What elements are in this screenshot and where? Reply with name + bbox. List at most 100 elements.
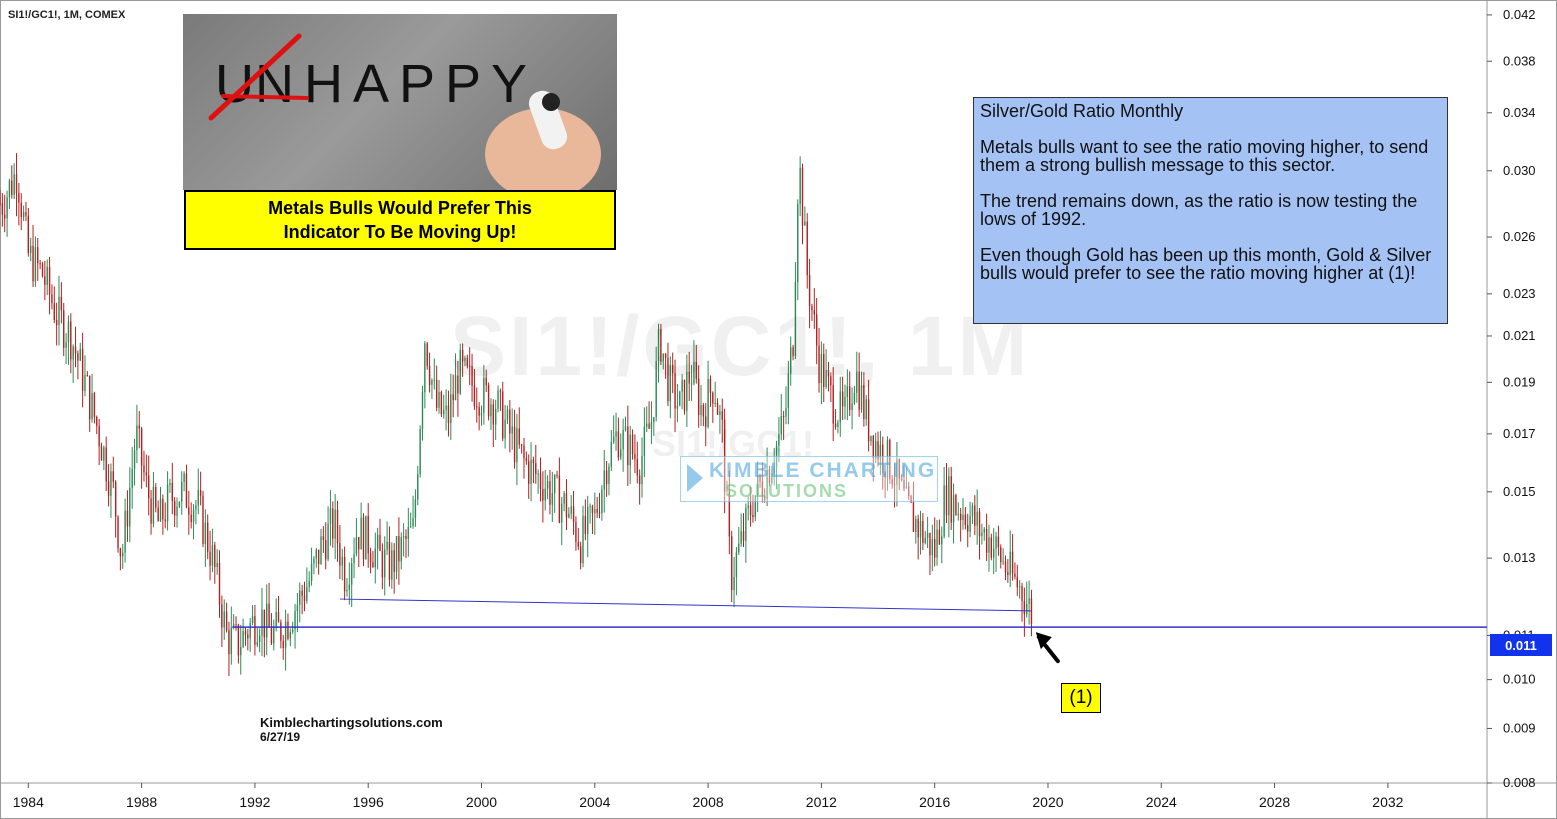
candle-body (237, 624, 240, 656)
candle-body (114, 481, 117, 517)
candle-body (122, 552, 124, 557)
candle-body (362, 517, 365, 560)
x-tick-label: 1984 (13, 794, 44, 810)
x-tick-label: 1992 (239, 794, 270, 810)
candle-body (723, 419, 726, 493)
candle-body (690, 383, 693, 385)
candle-body (664, 353, 667, 358)
candle-body (435, 379, 438, 408)
candle-body (747, 505, 749, 508)
candle-body (733, 577, 735, 591)
candle-body (223, 611, 225, 628)
candle-body (813, 310, 816, 315)
candle-body (129, 487, 131, 527)
x-tick-label: 1996 (353, 794, 384, 810)
y-tick-label: 0.030 (1503, 163, 1536, 178)
candle-body (650, 422, 653, 429)
candle-body (945, 485, 948, 516)
candle-body (228, 630, 230, 655)
candle-body (51, 294, 53, 304)
candle-body (518, 428, 520, 445)
candle-body (860, 385, 863, 410)
candle-body (372, 562, 374, 568)
candle-body (353, 554, 355, 564)
candle-body (145, 472, 148, 476)
candle-body (70, 321, 72, 360)
candle-body (91, 393, 93, 420)
candle-body (601, 489, 603, 514)
candle-body (379, 534, 381, 551)
candle-body (976, 511, 978, 526)
candle-body (8, 180, 11, 198)
candle-body (147, 475, 150, 499)
candle-body (438, 392, 440, 408)
candle-body (551, 493, 554, 505)
x-tick-label: 2020 (1032, 794, 1063, 810)
candle-body (466, 357, 469, 366)
kimble-logo: KIMBLE CHARTING SOLUTIONS (680, 456, 938, 502)
candle-body (384, 549, 386, 578)
candle-body (631, 434, 634, 455)
candle-body (884, 472, 886, 478)
candle-body (752, 514, 754, 518)
candle-body (532, 459, 535, 463)
candle-body (598, 512, 601, 514)
candle-body (157, 507, 159, 522)
candle-body (553, 474, 556, 494)
candle-body (32, 245, 34, 282)
candle-body (936, 529, 938, 558)
candle-body (874, 441, 877, 459)
candle-body (789, 347, 792, 374)
candle-body (204, 522, 207, 544)
candle-body (173, 500, 176, 516)
candle-body (211, 544, 214, 566)
candle-body (603, 470, 605, 490)
candle-body (60, 296, 63, 311)
candle-body (266, 603, 268, 638)
candle-body (360, 517, 362, 550)
candle-body (282, 640, 284, 649)
candle-body (440, 392, 443, 415)
candle-body (539, 473, 542, 489)
candle-body (950, 476, 952, 523)
candle-body (18, 193, 20, 203)
candle-body (766, 469, 768, 500)
candle-body (424, 343, 426, 393)
candle-body (421, 392, 424, 430)
candle-body (905, 486, 908, 489)
x-tick-label: 2004 (579, 794, 610, 810)
candle-body (865, 399, 867, 420)
candle-body (124, 510, 126, 553)
candle-body (938, 529, 941, 545)
candle-body (275, 612, 277, 629)
candle-body (660, 329, 662, 362)
candle-body (952, 495, 955, 523)
candle-body (263, 609, 266, 638)
candle-body (582, 515, 584, 564)
candle-body (841, 391, 844, 407)
candle-body (492, 404, 495, 425)
candle-body (617, 431, 620, 458)
candle-body (535, 462, 537, 474)
candle-body (504, 419, 506, 439)
candle-body (100, 446, 103, 461)
candle-body (811, 306, 813, 311)
candle-body (199, 489, 202, 496)
banner-line-1: Metals Bulls Would Prefer This (268, 198, 532, 218)
candle-body (355, 537, 358, 555)
candle-body (882, 444, 884, 473)
candle-body (709, 378, 712, 393)
candle-body (754, 495, 757, 518)
candle-body (181, 481, 183, 502)
candle-body (577, 542, 579, 547)
candle-body (332, 508, 334, 539)
candle-body (563, 493, 565, 504)
candle-body (240, 646, 242, 656)
candle-body (37, 247, 39, 264)
candle-body (587, 506, 589, 534)
candle-body (251, 616, 254, 623)
candle-body (117, 516, 119, 549)
candle-body (1021, 586, 1023, 601)
